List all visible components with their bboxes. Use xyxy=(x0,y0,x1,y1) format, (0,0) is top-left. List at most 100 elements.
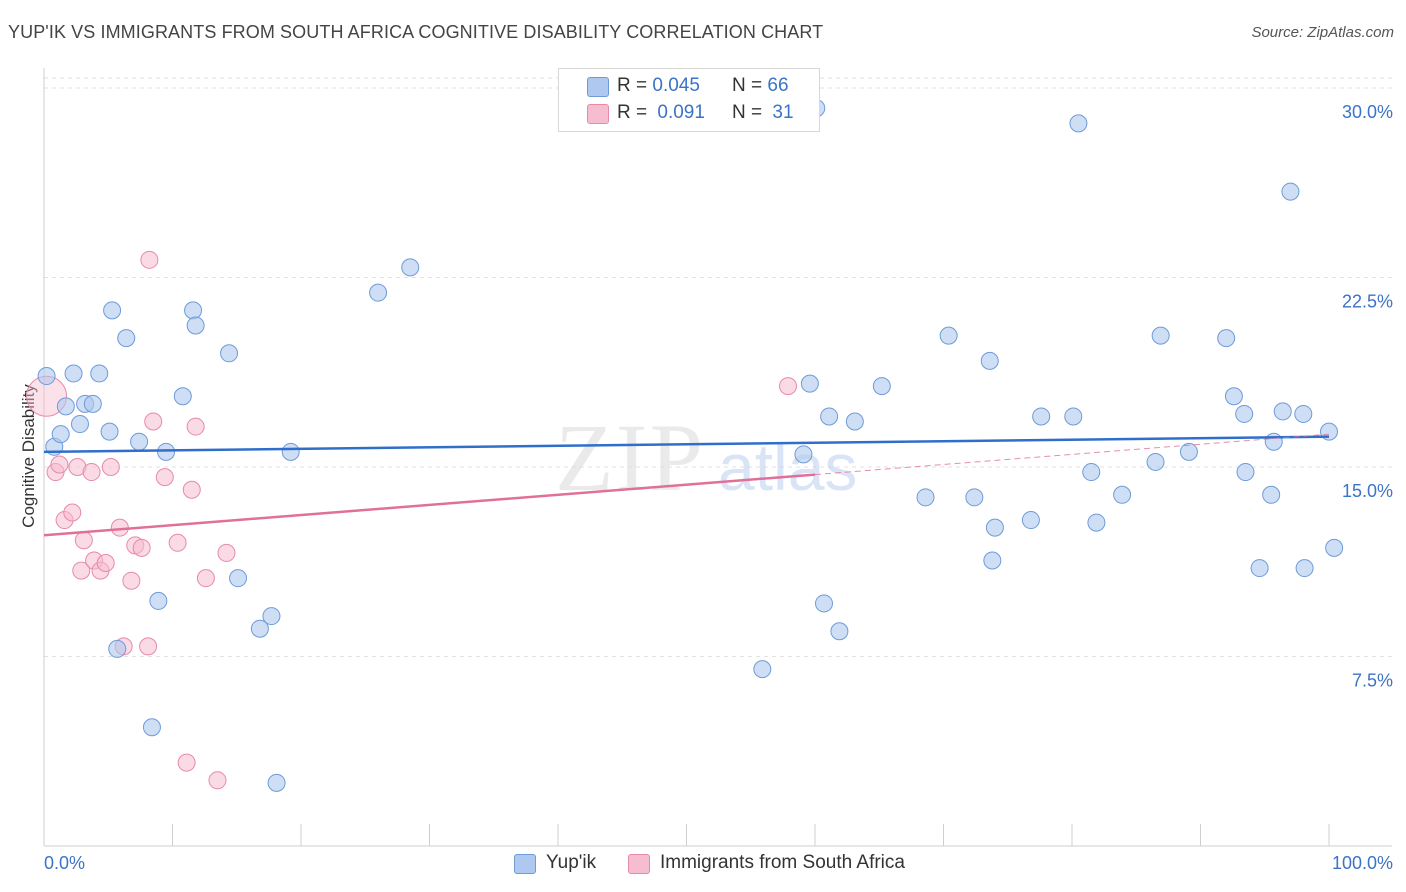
y-tick-label: 30.0% xyxy=(1342,102,1393,122)
data-point-yupik xyxy=(1032,407,1051,426)
data-point-immigrants xyxy=(182,480,201,499)
data-point-immigrants xyxy=(140,250,159,269)
watermark-zip: ZIP xyxy=(555,404,705,511)
x-tick-label: 100.0% xyxy=(1332,853,1393,873)
data-point-immigrants xyxy=(50,455,69,474)
legend-n-label: N = xyxy=(732,75,763,96)
data-point-immigrants xyxy=(144,412,163,431)
watermark-atlas: atlas xyxy=(718,430,857,504)
watermark: ZIP atlas xyxy=(555,404,857,511)
y-axis-label: Cognitive Disability xyxy=(19,384,38,528)
trend-lines xyxy=(43,433,1330,537)
series-yupik-points xyxy=(37,99,1344,792)
legend-swatch-pink xyxy=(587,104,609,124)
data-point-yupik xyxy=(820,407,839,426)
data-point-yupik xyxy=(794,445,813,464)
data-point-yupik xyxy=(1295,559,1314,578)
data-point-yupik xyxy=(1146,452,1165,471)
data-point-yupik xyxy=(262,607,281,626)
data-point-immigrants xyxy=(72,561,91,580)
legend-r-text: R = 0.091 xyxy=(617,102,705,124)
data-point-yupik xyxy=(939,326,958,345)
data-point-immigrants xyxy=(155,468,174,487)
legend-swatch-blue xyxy=(587,77,609,97)
data-point-yupik xyxy=(401,258,420,277)
data-point-yupik xyxy=(1064,407,1083,426)
data-point-yupik xyxy=(267,773,286,792)
data-point-yupik xyxy=(1325,538,1344,557)
y-tick-label: 15.0% xyxy=(1342,481,1393,501)
legend-r-label: R = xyxy=(617,75,648,96)
data-point-yupik xyxy=(142,718,161,737)
data-point-yupik xyxy=(130,432,149,451)
data-point-yupik xyxy=(229,569,248,588)
data-point-yupik xyxy=(184,301,203,320)
data-point-yupik xyxy=(281,442,300,461)
data-point-immigrants xyxy=(217,543,236,562)
data-point-yupik xyxy=(250,619,269,638)
data-point-immigrants xyxy=(186,417,205,436)
data-point-yupik xyxy=(1294,404,1313,423)
legend-r-value: 0.045 xyxy=(652,75,700,96)
data-point-yupik xyxy=(1264,432,1283,451)
data-point-yupik xyxy=(1250,559,1269,578)
data-point-yupik xyxy=(220,344,239,363)
data-point-immigrants xyxy=(74,531,93,550)
data-point-immigrants xyxy=(101,458,120,476)
data-point-yupik xyxy=(173,387,192,406)
data-point-immigrants xyxy=(132,538,151,557)
data-point-yupik xyxy=(753,660,772,679)
legend-r-value: 0.091 xyxy=(657,102,705,123)
data-point-yupik xyxy=(814,594,833,613)
legend-r-label: R = xyxy=(617,102,648,123)
bottom-legend-swatch-blue xyxy=(514,854,536,874)
data-point-yupik xyxy=(1179,442,1198,461)
x-tick-label: 0.0% xyxy=(44,853,85,873)
data-point-yupik xyxy=(1151,326,1170,345)
legend-n-value: 66 xyxy=(767,75,789,96)
bottom-legend-label-yupik: Yup'ik xyxy=(546,852,597,873)
data-point-yupik xyxy=(800,374,819,393)
legend-n-value: 31 xyxy=(772,102,794,123)
data-point-yupik xyxy=(1069,114,1088,133)
y-tick-labels: 7.5% 15.0% 22.5% 30.0% xyxy=(1342,102,1393,691)
data-point-yupik xyxy=(985,518,1004,537)
data-point-immigrants xyxy=(208,771,227,790)
data-point-yupik xyxy=(1281,182,1300,201)
data-point-yupik xyxy=(845,412,864,431)
data-point-yupik xyxy=(916,488,935,507)
bottom-legend-swatch-pink xyxy=(628,854,650,874)
data-point-immigrants xyxy=(196,569,215,588)
data-point-yupik xyxy=(1021,511,1040,530)
data-point-yupik xyxy=(149,591,168,610)
data-point-yupik xyxy=(983,551,1002,570)
data-point-immigrants xyxy=(779,377,798,396)
data-point-yupik xyxy=(51,425,70,444)
data-point-yupik xyxy=(90,364,109,383)
data-point-yupik xyxy=(980,351,999,370)
y-tick-label: 7.5% xyxy=(1352,671,1393,691)
data-point-yupik xyxy=(1224,387,1243,406)
trend-line-yupik xyxy=(43,435,1330,454)
data-point-yupik xyxy=(965,488,984,507)
data-point-yupik xyxy=(872,377,891,396)
data-point-yupik xyxy=(1217,329,1236,348)
data-point-yupik xyxy=(1236,463,1255,482)
grid-lines xyxy=(44,77,1392,657)
data-point-yupik xyxy=(70,415,89,434)
data-point-yupik xyxy=(1235,404,1254,423)
data-point-immigrants xyxy=(96,554,115,573)
data-point-yupik xyxy=(157,442,176,461)
legend-n-text: N = 66 xyxy=(732,75,789,97)
data-point-yupik xyxy=(83,394,102,413)
data-point-yupik xyxy=(186,316,205,335)
x-tick-labels: 0.0% 100.0% xyxy=(44,853,1393,873)
legend-n-text: N = 31 xyxy=(732,102,794,124)
data-point-yupik xyxy=(100,422,119,441)
data-point-yupik xyxy=(103,301,122,320)
data-point-immigrants xyxy=(168,533,187,552)
stats-legend: R = 0.045 N = 66 R = 0.091 N = 31 xyxy=(558,68,820,132)
data-point-yupik xyxy=(1113,485,1132,504)
data-point-yupik xyxy=(37,367,56,386)
